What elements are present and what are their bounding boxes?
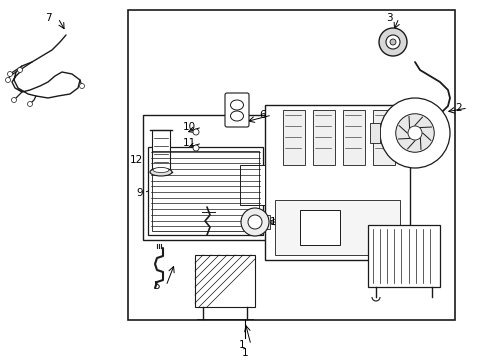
Circle shape — [247, 215, 262, 229]
Bar — [148, 147, 263, 235]
Circle shape — [80, 84, 84, 89]
Text: 5: 5 — [153, 281, 160, 291]
Bar — [367, 225, 439, 287]
Circle shape — [395, 114, 433, 152]
Bar — [142, 115, 269, 240]
Text: 10: 10 — [183, 122, 196, 132]
Bar — [372, 110, 394, 165]
Bar — [283, 110, 305, 165]
Text: 1: 1 — [238, 340, 244, 350]
Circle shape — [27, 102, 32, 107]
Circle shape — [193, 145, 199, 151]
Bar — [369, 123, 379, 143]
Ellipse shape — [150, 168, 172, 176]
Text: 2: 2 — [454, 103, 461, 113]
Circle shape — [5, 77, 10, 82]
Text: 11: 11 — [183, 138, 196, 148]
Circle shape — [389, 39, 395, 45]
Text: 13: 13 — [177, 200, 191, 210]
Circle shape — [7, 72, 13, 77]
Circle shape — [385, 35, 399, 49]
Text: 1: 1 — [241, 348, 248, 358]
Bar — [152, 151, 259, 231]
Bar — [195, 255, 254, 307]
Circle shape — [12, 98, 17, 103]
Bar — [299, 210, 339, 245]
Bar — [312, 110, 334, 165]
Text: 3: 3 — [386, 13, 392, 23]
Bar — [240, 165, 264, 205]
Circle shape — [407, 126, 421, 140]
Text: 14: 14 — [269, 217, 283, 227]
Text: 6: 6 — [259, 110, 265, 120]
Bar — [262, 215, 269, 229]
Bar — [244, 215, 252, 229]
Text: 7: 7 — [45, 13, 52, 23]
Ellipse shape — [153, 167, 169, 172]
Text: 15: 15 — [408, 150, 421, 160]
Bar — [128, 10, 454, 320]
Ellipse shape — [230, 100, 243, 110]
Text: 4: 4 — [201, 288, 207, 298]
Text: 9: 9 — [136, 188, 142, 198]
Bar — [264, 105, 409, 260]
Circle shape — [379, 98, 449, 168]
Bar — [274, 200, 399, 255]
Text: 8: 8 — [392, 231, 399, 241]
FancyBboxPatch shape — [224, 93, 248, 127]
Circle shape — [18, 68, 22, 72]
Circle shape — [378, 28, 406, 56]
Text: 12: 12 — [129, 155, 142, 165]
Circle shape — [193, 129, 199, 135]
Ellipse shape — [230, 111, 243, 121]
Bar — [152, 130, 170, 172]
Circle shape — [241, 208, 268, 236]
Bar — [342, 110, 364, 165]
